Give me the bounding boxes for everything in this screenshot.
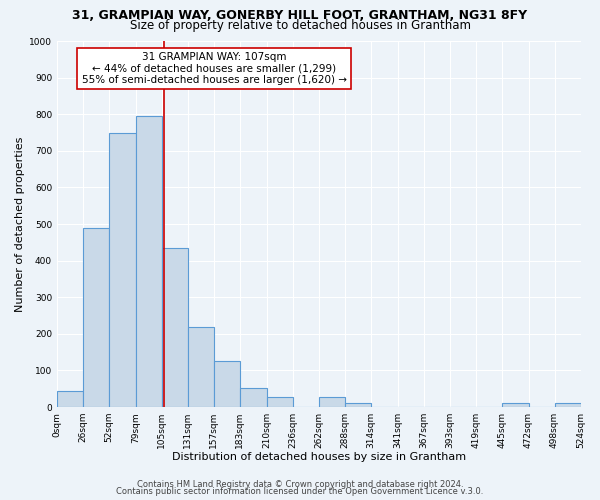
Bar [319,397,345,407]
Text: Contains public sector information licensed under the Open Government Licence v.: Contains public sector information licen… [116,487,484,496]
Bar [136,116,162,407]
Bar [57,390,83,407]
X-axis label: Distribution of detached houses by size in Grantham: Distribution of detached houses by size … [172,452,466,462]
Bar [554,404,581,407]
Text: 31, GRAMPIAN WAY, GONERBY HILL FOOT, GRANTHAM, NG31 8FY: 31, GRAMPIAN WAY, GONERBY HILL FOOT, GRA… [73,9,527,22]
Bar [109,132,136,407]
Text: 31 GRAMPIAN WAY: 107sqm
← 44% of detached houses are smaller (1,299)
55% of semi: 31 GRAMPIAN WAY: 107sqm ← 44% of detache… [82,52,347,85]
Text: Size of property relative to detached houses in Grantham: Size of property relative to detached ho… [130,18,470,32]
Bar [502,404,529,407]
Y-axis label: Number of detached properties: Number of detached properties [15,136,25,312]
Bar [162,248,188,407]
Bar [188,326,214,407]
Text: Contains HM Land Registry data © Crown copyright and database right 2024.: Contains HM Land Registry data © Crown c… [137,480,463,489]
Bar [267,397,293,407]
Bar [240,388,267,407]
Bar [345,402,371,407]
Bar [83,228,109,407]
Bar [214,362,240,407]
